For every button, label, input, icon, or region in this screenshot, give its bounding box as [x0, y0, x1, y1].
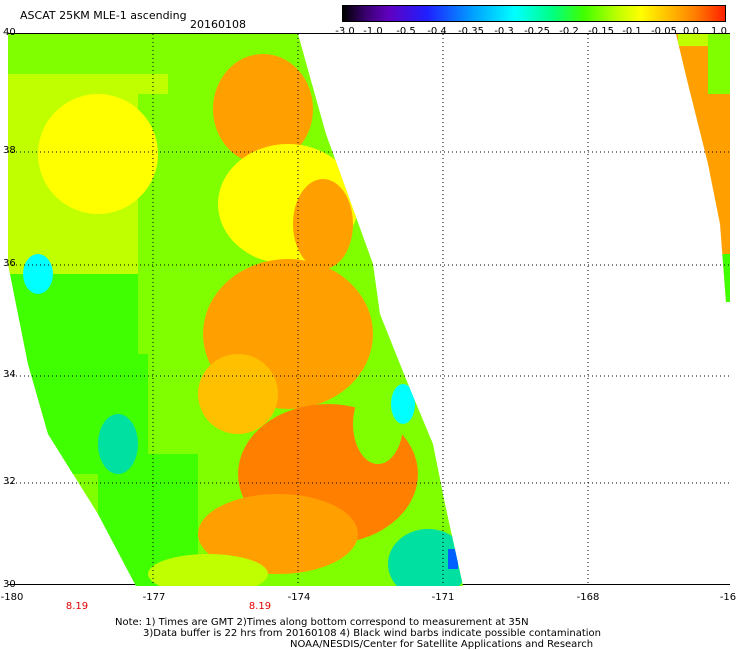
map-title: ASCAT 25KM MLE-1 ascending	[20, 9, 187, 22]
latitude-label: 38	[3, 145, 16, 156]
colorbar-label: -0.1	[622, 26, 642, 37]
colorbar-label: -0.35	[458, 26, 484, 37]
latitude-label: 30	[3, 579, 16, 590]
latitude-label: 34	[3, 369, 16, 380]
graticule	[8, 34, 730, 586]
footnote-line-3: NOAA/NESDIS/Center for Satellite Applica…	[290, 639, 594, 650]
swath-ascending-right	[676, 34, 730, 302]
longitude-label: -174	[287, 592, 311, 603]
colorbar-label: -0.3	[494, 26, 514, 37]
longitude-label: -177	[142, 592, 166, 603]
latitude-label: 36	[3, 258, 16, 269]
colorbar-label: -1.0	[363, 26, 383, 37]
colorbar-label: -3.0	[335, 26, 355, 37]
longitude-label: -180	[0, 592, 24, 603]
colorbar-label: -0.2	[559, 26, 579, 37]
swath-map	[8, 34, 730, 586]
time-label: 8.19	[248, 601, 272, 612]
map-plot-area	[8, 33, 730, 586]
longitude-label: -171	[431, 592, 455, 603]
footnote-line-2: 3)Data buffer is 22 hrs from 20160108 4)…	[143, 628, 601, 639]
colorbar-label: -0.4	[427, 26, 447, 37]
colorbar-label: 1.0	[711, 26, 727, 37]
colorbar-label: -0.15	[588, 26, 614, 37]
colorbar-label: -0.5	[396, 26, 416, 37]
colorbar-label: -0.25	[524, 26, 550, 37]
colorbar	[342, 5, 726, 22]
longitude-label: -168	[576, 592, 600, 603]
colorbar-label: -0.05	[651, 26, 677, 37]
map-date: 20160108	[190, 18, 246, 31]
colorbar-label: 0.0	[683, 26, 699, 37]
longitude-label: -16	[719, 592, 737, 603]
latitude-label: 32	[3, 476, 16, 487]
footnote-line-1: Note: 1) Times are GMT 2)Times along bot…	[115, 617, 529, 628]
latitude-label: 40	[3, 27, 16, 38]
swath-ascending-main	[8, 34, 463, 586]
time-label: 8.19	[65, 601, 89, 612]
